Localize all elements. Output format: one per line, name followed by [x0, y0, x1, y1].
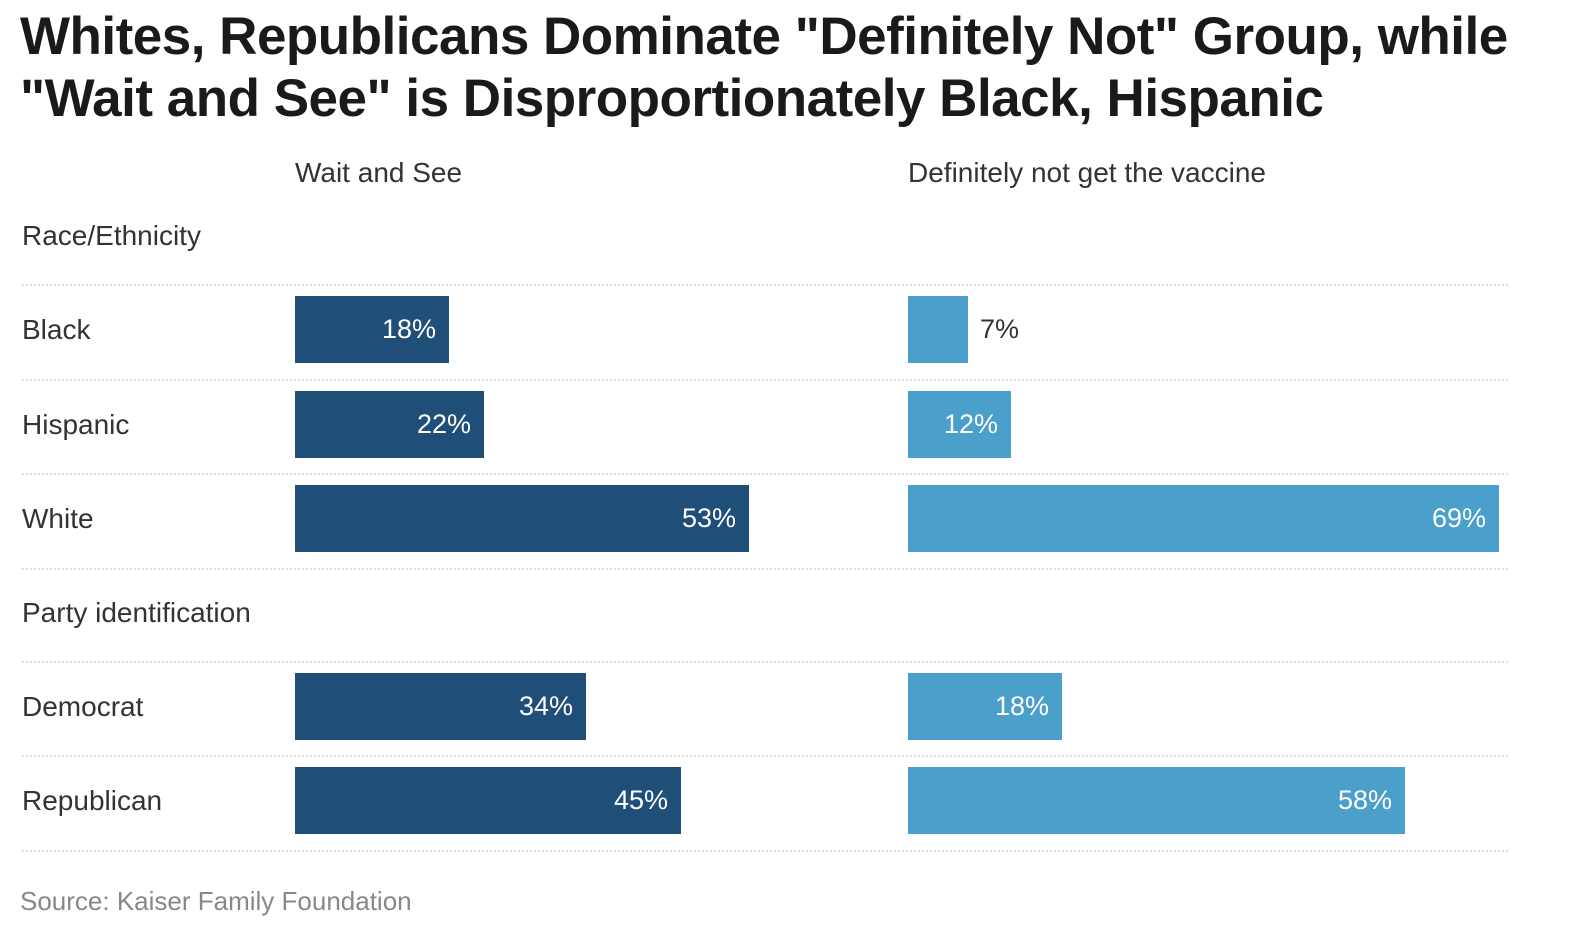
bar-wait-and-see-black: [295, 296, 449, 363]
row-divider: [22, 849, 1508, 852]
bar-definitely-not-hispanic: [908, 390, 1011, 458]
data-label-definitely-not-hispanic: 12%: [943, 408, 998, 439]
data-label-definitely-not-black: 7%: [980, 314, 1020, 344]
data-label-definitely-not-white: 69%: [1431, 503, 1486, 533]
bar-wait-and-see-hispanic: [295, 390, 484, 458]
row-divider: [22, 660, 1508, 663]
row-label-hispanic: Hispanic: [22, 408, 130, 440]
chart-title-line-2: "Wait and See" is Disproportionately Bla…: [20, 69, 1324, 128]
row-divider: [22, 284, 1508, 286]
data-label-definitely-not-republican: 58%: [1337, 785, 1392, 815]
bar-wait-and-see-republican: [295, 767, 681, 834]
wait-and-see-column-header: Wait and See: [295, 157, 463, 188]
row-divider: [22, 755, 1508, 757]
data-label-definitely-not-democrat: 18%: [994, 690, 1049, 721]
row-divider: [22, 473, 1508, 475]
data-label-wait-and-see-republican: 45%: [613, 785, 668, 815]
bar-definitely-not-democrat: [908, 672, 1062, 740]
data-label-wait-and-see-democrat: 34%: [518, 690, 573, 721]
chart-title-line-1: Whites, Republicans Dominate "Definitely…: [20, 7, 1508, 66]
bar-definitely-not-republican: [908, 767, 1405, 834]
data-label-wait-and-see-hispanic: 22%: [416, 408, 471, 439]
row-divider: [22, 567, 1508, 570]
bar-definitely-not-black: [908, 296, 968, 363]
group-label-party-identification: Party identification: [22, 596, 251, 628]
row-divider: [22, 378, 1508, 381]
row-label-black: Black: [22, 314, 91, 345]
bar-wait-and-see-white: [295, 485, 749, 552]
bar-wait-and-see-democrat: [295, 672, 586, 740]
row-label-white: White: [22, 503, 94, 534]
chart-title: Whites, Republicans Dominate "Definitely…: [20, 6, 1560, 130]
data-label-wait-and-see-black: 18%: [381, 314, 436, 344]
data-label-wait-and-see-white: 53%: [681, 503, 736, 533]
bar-definitely-not-white: [908, 485, 1499, 552]
row-label-democrat: Democrat: [22, 690, 144, 722]
group-label-race-ethnicity: Race/Ethnicity: [22, 220, 201, 251]
row-label-republican: Republican: [22, 785, 163, 816]
source-note: Source: Kaiser Family Foundation: [20, 886, 412, 916]
definitely-not-column-header: Definitely not get the vaccine: [908, 157, 1266, 188]
